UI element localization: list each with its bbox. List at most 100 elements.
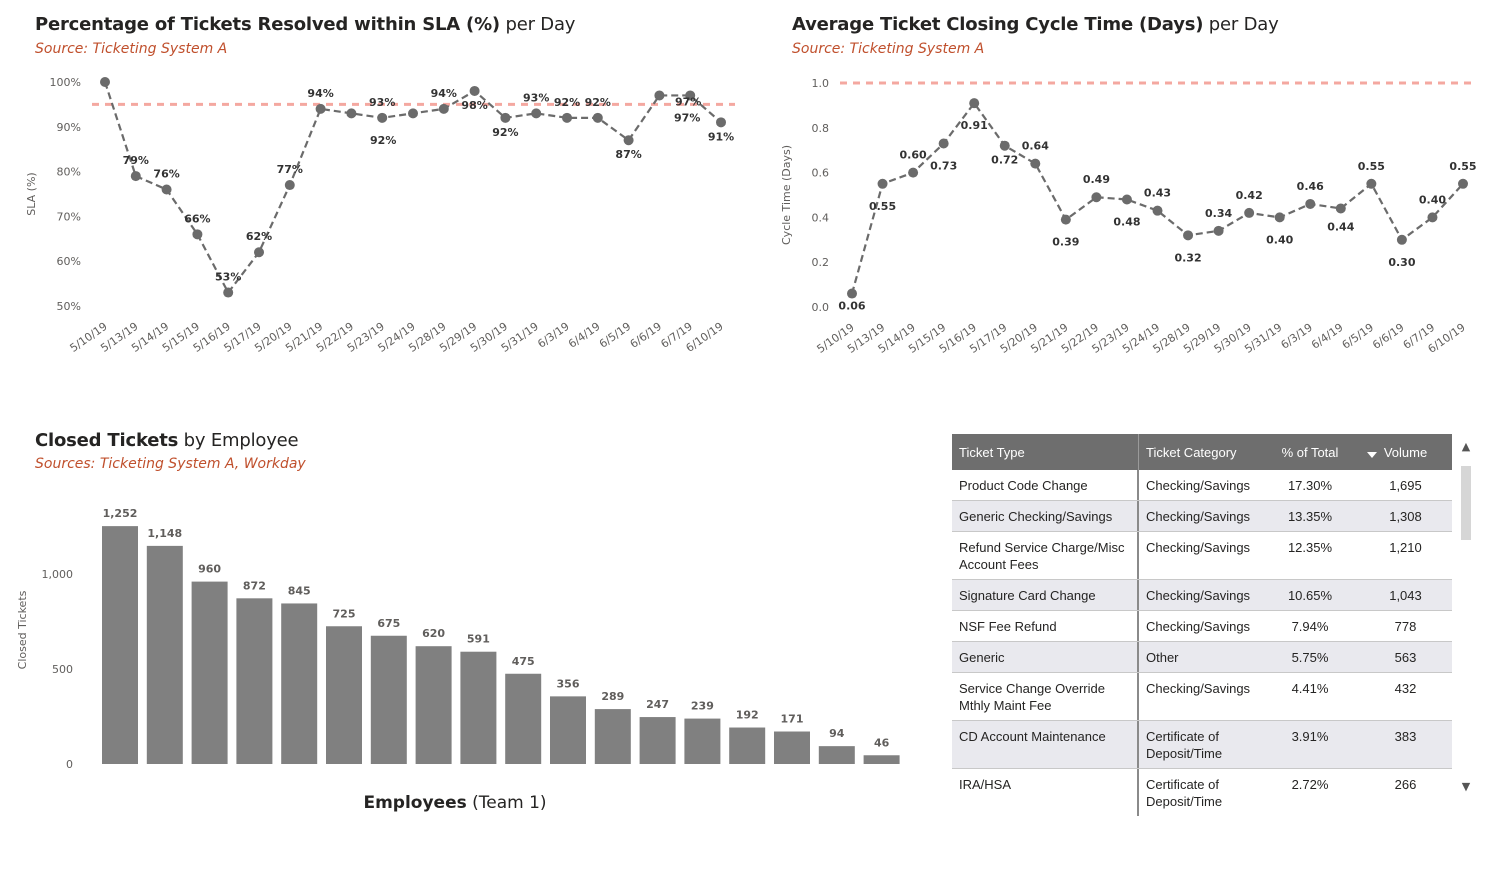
bar — [550, 696, 586, 764]
sla-data-point — [161, 184, 172, 195]
sla-chart-panel: Percentage of Tickets Resolved within SL… — [0, 0, 760, 400]
sla-data-point — [500, 112, 511, 123]
cycle-data-label: 0.39 — [1052, 236, 1079, 249]
sla-line-chart: SLA (%)100%90%80%70%60%50%5/10/195/13/19… — [25, 76, 735, 355]
cycle-data-point — [1335, 203, 1346, 214]
table-cell-ticket-type: NSF Fee Refund — [952, 611, 1139, 641]
cycle-data-label: 0.44 — [1327, 220, 1354, 233]
table-cell-percent-total: 4.41% — [1291, 681, 1329, 696]
cycle-data-point — [1396, 234, 1407, 245]
scroll-up-icon[interactable]: ▲ — [1461, 440, 1471, 453]
table-cell-ticket-category: Other — [1146, 650, 1179, 665]
cycle-ytick-label: 1.0 — [812, 77, 830, 90]
sla-ytick-label: 60% — [57, 255, 81, 268]
cycle-data-point — [877, 178, 888, 189]
table-row[interactable]: Product Code Change Checking/Savings 17.30… — [952, 470, 1452, 501]
table-row[interactable]: Service Change Override Mthly Maint Fee C… — [952, 673, 1452, 721]
table-row[interactable]: NSF Fee Refund Checking/Savings 7.94% 778 — [952, 611, 1452, 642]
table-cell-percent-total: 13.35% — [1287, 509, 1333, 524]
cycle-data-point — [1244, 207, 1255, 218]
cycle-ytick-label: 0.0 — [812, 301, 830, 314]
bar-data-label: 591 — [467, 633, 490, 646]
bar — [146, 545, 183, 764]
bar-chart-title-bold: Closed Tickets — [35, 430, 179, 451]
bar-chart-title-rest: by Employee — [178, 430, 299, 451]
table-cell-percent-total: 10.65% — [1287, 588, 1333, 603]
column-header-percent-total[interactable]: % of Total — [1281, 444, 1339, 460]
bar — [102, 526, 138, 764]
sla-data-label: 94% — [307, 87, 333, 100]
table-row[interactable]: Refund Service Charge/Misc Account Fees C… — [952, 532, 1452, 580]
sla-data-label: 92% — [370, 134, 396, 147]
table-cell-percent-total: 17.30% — [1287, 478, 1333, 493]
table-cell-ticket-type: IRA/HSA — [952, 769, 1139, 816]
sla-data-label: 87% — [615, 148, 641, 161]
table-cell-ticket-category: Certificate of Deposit/Time — [1146, 777, 1223, 809]
bar-chart-xlabel-bold: Employees — [363, 793, 467, 813]
sla-xtick-label: 6/5/19 — [597, 320, 633, 351]
bar — [639, 717, 676, 764]
table-row[interactable]: Generic Other 5.75% 563 — [952, 642, 1452, 673]
sla-data-point — [284, 180, 295, 191]
table-cell-ticket-type: Service Change Override Mthly Maint Fee — [952, 673, 1139, 720]
bar — [326, 626, 362, 764]
sla-data-point — [377, 112, 388, 123]
sla-data-point — [716, 117, 726, 128]
table-cell-percent-total: 2.72% — [1291, 777, 1329, 792]
bar — [281, 603, 318, 764]
sla-data-point — [654, 90, 665, 101]
sla-data-label: 53% — [215, 271, 241, 284]
table-row[interactable]: IRA/HSA Certificate of Deposit/Time 2.72% 2… — [952, 769, 1452, 816]
bar-ytick-label: 500 — [52, 663, 73, 676]
cycle-data-label: 0.49 — [1083, 173, 1110, 186]
cycle-data-point — [1152, 205, 1163, 216]
sla-data-point — [192, 229, 203, 240]
sla-data-point — [685, 90, 696, 101]
bar-data-label: 171 — [781, 713, 804, 726]
bar-data-label: 356 — [557, 677, 580, 690]
column-header-volume-label: Volume — [1383, 444, 1428, 460]
bar — [684, 718, 721, 764]
sla-data-point — [469, 85, 480, 96]
sla-data-point — [315, 103, 326, 114]
table-row[interactable]: Signature Card Change Checking/Savings 10.… — [952, 580, 1452, 611]
column-header-volume[interactable]: Volume — [1359, 434, 1452, 470]
table-row[interactable]: Generic Checking/Savings Checking/Savings… — [952, 501, 1452, 532]
closed-tickets-panel: Closed Tickets by Employee Sources: Tick… — [0, 420, 920, 840]
table-scrollbar[interactable]: ▲ ▼ — [1460, 434, 1472, 804]
bar-data-label: 675 — [377, 617, 400, 630]
table-row[interactable]: CD Account Maintenance Certificate of Dep… — [952, 721, 1452, 769]
sla-ytick-label: 50% — [57, 300, 81, 313]
sla-data-point — [346, 108, 357, 119]
bar-data-label: 247 — [646, 698, 669, 711]
table-cell-percent-total: 3.91% — [1291, 729, 1329, 744]
cycle-data-label: 0.40 — [1266, 233, 1293, 246]
bar-data-label: 94 — [829, 727, 845, 740]
cycle-chart-title-bold: Average Ticket Closing Cycle Time (Days) — [792, 14, 1204, 35]
cycle-data-label: 0.40 — [1419, 193, 1446, 206]
cycle-data-point — [1458, 178, 1468, 189]
cycle-ylabel: Cycle Time (Days) — [780, 145, 793, 245]
sla-ytick-label: 70% — [57, 210, 81, 223]
bar-chart-xlabel: Employees (Team 1) — [20, 793, 890, 813]
sla-chart-title: Percentage of Tickets Resolved within SL… — [35, 14, 575, 35]
scroll-thumb[interactable] — [1461, 466, 1471, 540]
sla-data-label: 92% — [554, 96, 580, 109]
scroll-down-icon[interactable]: ▼ — [1461, 780, 1471, 793]
column-header-ticket-type[interactable]: Ticket Type — [952, 434, 1139, 470]
cycle-data-point — [1305, 198, 1316, 209]
sla-data-label: 79% — [123, 154, 149, 167]
sla-chart-title-bold: Percentage of Tickets Resolved within SL… — [35, 14, 500, 35]
sla-data-point — [562, 112, 572, 123]
table-cell-volume: 778 — [1394, 619, 1417, 634]
sort-descending-icon[interactable] — [1367, 452, 1377, 458]
sla-data-point — [531, 108, 542, 119]
column-header-ticket-category[interactable]: Ticket Category — [1146, 444, 1237, 460]
sla-data-label: 92% — [492, 126, 518, 139]
cycle-data-point — [908, 167, 919, 178]
bar — [460, 651, 497, 764]
table-cell-volume: 1,695 — [1389, 478, 1422, 493]
bar — [236, 598, 273, 764]
bar-chart-xlabel-rest: (Team 1) — [466, 793, 547, 813]
cycle-data-label: 0.46 — [1297, 180, 1324, 193]
